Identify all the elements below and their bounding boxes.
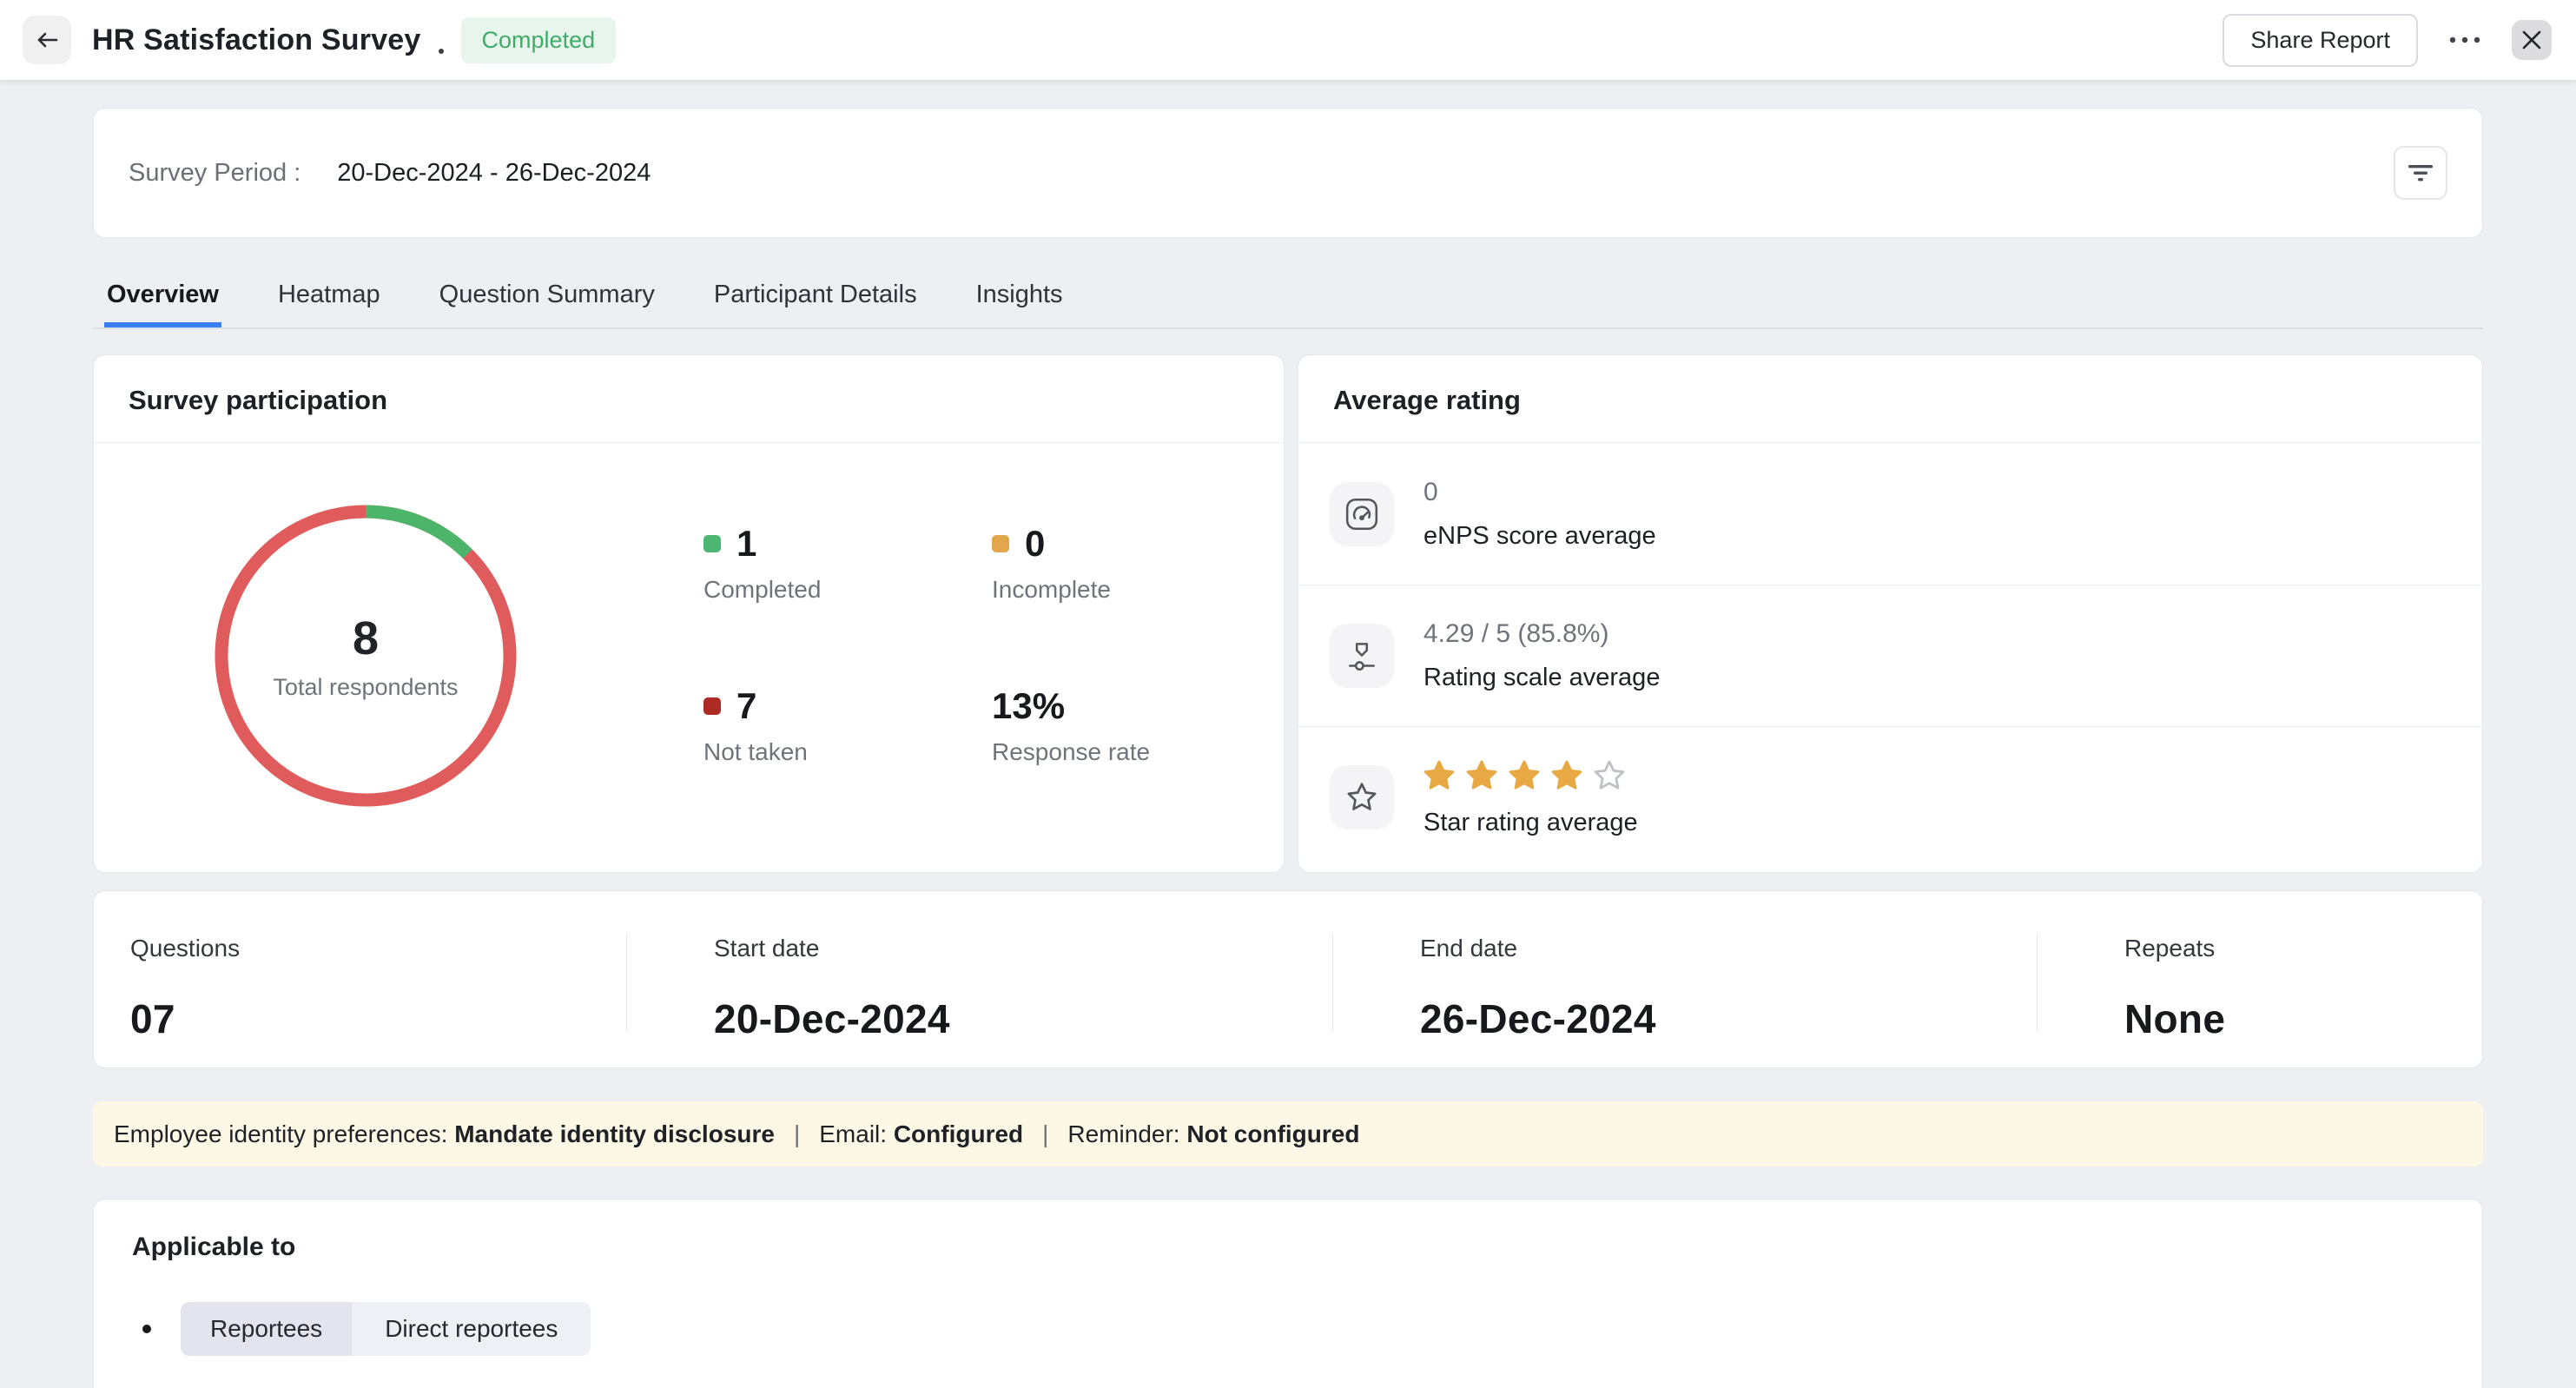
close-icon [2520, 29, 2543, 51]
repeats-label: Repeats [2124, 935, 2482, 962]
star-outline-icon [1330, 765, 1394, 829]
rating-scale-icon [1330, 624, 1394, 688]
rating-scale-value: 4.29 / 5 (85.8%) [1423, 619, 1660, 649]
back-button[interactable] [23, 16, 71, 64]
average-rating-title: Average rating [1298, 355, 2482, 443]
enps-value: 0 [1423, 478, 1656, 507]
participation-legend: 1 Completed 0 Incomplete [703, 523, 1280, 766]
completed-label: Completed [703, 576, 992, 604]
star-rating-stars [1421, 757, 1638, 794]
incomplete-swatch [992, 535, 1009, 552]
share-report-button[interactable]: Share Report [2223, 14, 2418, 67]
not-taken-swatch [703, 697, 721, 715]
participation-donut-chart: 8 Total respondents [214, 504, 518, 808]
survey-participation-card: Survey participation 8 Total respondents [93, 354, 1285, 873]
survey-stats-card: Questions 07 Start date 20-Dec-2024 End … [93, 890, 2483, 1068]
legend-completed: 1 Completed [703, 523, 992, 604]
reminder-value: Not configured [1186, 1120, 1359, 1148]
end-date-value: 26-Dec-2024 [1420, 995, 2037, 1042]
tab-insights[interactable]: Insights [974, 262, 1066, 327]
ellipsis-icon [2447, 36, 2482, 44]
star-rating-label: Star rating average [1423, 809, 1638, 837]
reminder-label: Reminder: [1067, 1120, 1179, 1148]
stat-end-date: End date 26-Dec-2024 [1332, 935, 2037, 1031]
enps-row: 0 eNPS score average [1298, 443, 2482, 585]
tab-heatmap[interactable]: Heatmap [275, 262, 383, 327]
report-tabs: Overview Heatmap Question Summary Partic… [93, 262, 2483, 329]
total-respondents-value: 8 [353, 611, 379, 665]
enps-label: eNPS score average [1423, 522, 1656, 551]
survey-period-value: 20-Dec-2024 - 26-Dec-2024 [337, 159, 651, 188]
average-rating-card: Average rating 0 eNPS score average [1298, 354, 2483, 873]
applicable-to-card: Applicable to Reportees Direct reportees [93, 1199, 2483, 1388]
survey-period-card: Survey Period : 20-Dec-2024 - 26-Dec-202… [93, 108, 2483, 238]
legend-not-taken: 7 Not taken [703, 685, 992, 766]
back-arrow-icon [34, 27, 60, 53]
rating-scale-label: Rating scale average [1423, 664, 1660, 692]
end-date-label: End date [1420, 935, 2037, 962]
stat-questions: Questions 07 [94, 935, 626, 1031]
repeats-value: None [2124, 995, 2482, 1042]
page-title: HR Satisfaction Survey [92, 23, 421, 57]
completed-swatch [703, 535, 721, 552]
identity-preferences-label: Employee identity preferences: [114, 1120, 447, 1148]
not-taken-label: Not taken [703, 738, 992, 766]
response-rate-value: 13% [992, 685, 1065, 727]
applicable-to-title: Applicable to [132, 1233, 2444, 1262]
tab-question-summary[interactable]: Question Summary [437, 262, 657, 327]
more-options-button[interactable] [2447, 36, 2482, 44]
stat-repeats: Repeats None [2037, 935, 2482, 1031]
survey-period-label: Survey Period : [129, 159, 301, 188]
gauge-icon [1330, 482, 1394, 546]
chip-reportees: Reportees [181, 1302, 352, 1356]
survey-participation-title: Survey participation [94, 355, 1284, 443]
applicable-to-row: Reportees Direct reportees [132, 1302, 2444, 1356]
questions-label: Questions [130, 935, 626, 962]
incomplete-label: Incomplete [992, 576, 1280, 604]
legend-incomplete: 0 Incomplete [992, 523, 1280, 604]
not-taken-count: 7 [736, 685, 756, 727]
email-label: Email: [819, 1120, 887, 1148]
rating-scale-row: 4.29 / 5 (85.8%) Rating scale average [1298, 585, 2482, 726]
chip-direct-reportees: Direct reportees [352, 1302, 591, 1356]
close-button[interactable] [2512, 20, 2552, 60]
identity-preferences-banner: Employee identity preferences: Mandate i… [93, 1101, 2483, 1167]
filter-icon [2407, 162, 2434, 183]
email-value: Configured [894, 1120, 1023, 1148]
tab-overview[interactable]: Overview [104, 262, 221, 327]
legend-response-rate: 13% Response rate [992, 685, 1280, 766]
completed-count: 1 [736, 523, 756, 565]
total-respondents-label: Total respondents [273, 674, 458, 701]
questions-value: 07 [130, 995, 626, 1042]
status-badge: Completed [461, 17, 617, 63]
start-date-value: 20-Dec-2024 [714, 995, 1332, 1042]
top-header: HR Satisfaction Survey Completed Share R… [0, 0, 2576, 80]
tab-participant-details[interactable]: Participant Details [711, 262, 920, 327]
stat-start-date: Start date 20-Dec-2024 [626, 935, 1332, 1031]
title-separator-dot [439, 49, 444, 54]
response-rate-label: Response rate [992, 738, 1280, 766]
start-date-label: Start date [714, 935, 1332, 962]
filter-button[interactable] [2394, 146, 2447, 200]
identity-preferences-value: Mandate identity disclosure [454, 1120, 775, 1148]
incomplete-count: 0 [1025, 523, 1045, 565]
star-rating-row: Star rating average [1298, 726, 2482, 868]
bullet-point [142, 1325, 151, 1333]
